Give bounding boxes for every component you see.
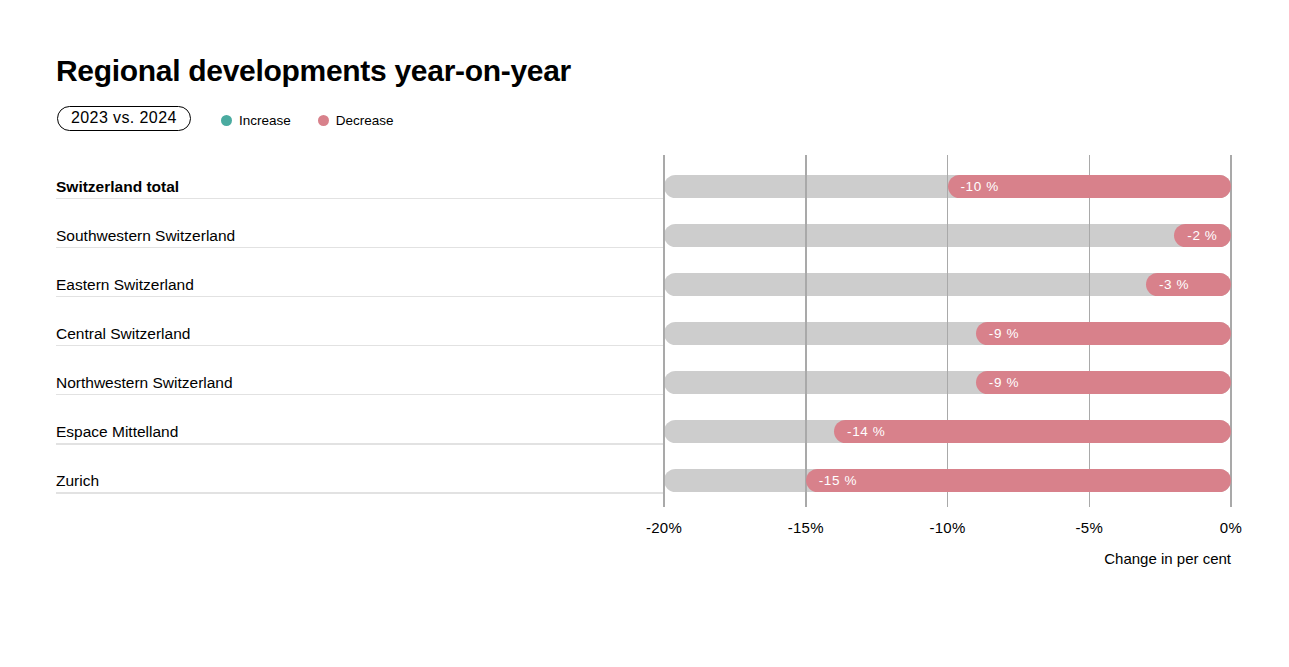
x-tick-label: 0% — [1220, 519, 1242, 536]
bar-value-label: -15 % — [806, 469, 857, 492]
gridline — [663, 155, 665, 507]
axis-unit-note: Change in per cent — [1104, 550, 1231, 567]
chart-canvas: Regional developments year-on-year 2023 … — [0, 0, 1289, 667]
bar-value-label: -3 % — [1146, 273, 1189, 296]
region-label: Central Switzerland — [56, 322, 190, 345]
region-label: Espace Mittelland — [56, 420, 178, 443]
x-tick-label: -20% — [646, 519, 682, 536]
region-label: Switzerland total — [56, 175, 179, 198]
bar-value-label: -9 % — [976, 322, 1019, 345]
bar-value-label: -14 % — [834, 420, 885, 443]
x-tick-label: -15% — [788, 519, 824, 536]
gridline — [947, 155, 949, 507]
region-label: Zurich — [56, 469, 99, 492]
bar-decrease: -15 % — [806, 469, 1231, 492]
bar-value-label: -9 % — [976, 371, 1019, 394]
region-label: Northwestern Switzerland — [56, 371, 233, 394]
bar-decrease: -2 % — [1174, 224, 1231, 247]
region-label: Eastern Switzerland — [56, 273, 194, 296]
bar-value-label: -2 % — [1174, 224, 1217, 247]
bar-decrease: -10 % — [948, 175, 1232, 198]
bar-decrease: -3 % — [1146, 273, 1231, 296]
bar-value-label: -10 % — [948, 175, 999, 198]
gridline — [805, 155, 807, 507]
region-label: Southwestern Switzerland — [56, 224, 235, 247]
x-tick-label: -10% — [929, 519, 965, 536]
bar-decrease: -9 % — [976, 322, 1231, 345]
x-tick-label: -5% — [1075, 519, 1103, 536]
bar-decrease: -14 % — [834, 420, 1231, 443]
bar-decrease: -9 % — [976, 371, 1231, 394]
